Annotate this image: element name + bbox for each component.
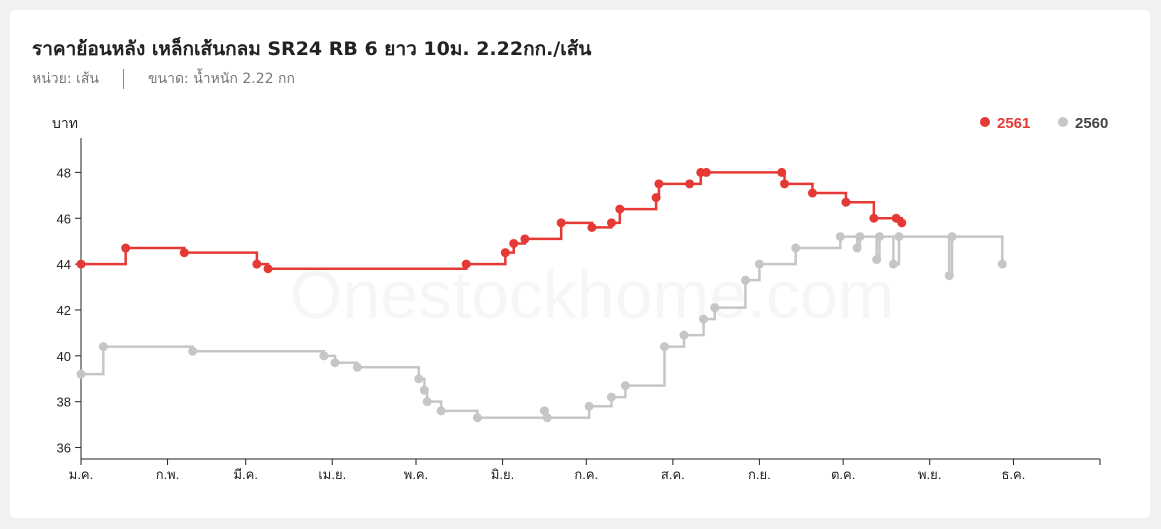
data-point	[556, 218, 566, 228]
y-tick-label: 44	[57, 257, 71, 272]
x-tick-label: ก.พ.	[156, 467, 180, 482]
data-point	[584, 401, 594, 411]
x-tick-label: มี.ค.	[233, 467, 258, 482]
data-point	[263, 264, 273, 274]
data-point	[76, 369, 86, 379]
chart-title: ราคาย้อนหลัง เหล็กเส้นกลม SR24 RB 6 ยาว …	[32, 38, 592, 60]
data-point	[615, 204, 625, 214]
y-tick-label: 42	[57, 303, 71, 318]
data-point	[472, 413, 482, 423]
data-point	[699, 314, 709, 324]
x-tick-label: ก.ค.	[574, 467, 598, 482]
data-point	[740, 275, 750, 285]
data-point	[352, 362, 362, 372]
data-point	[436, 406, 446, 416]
data-point	[419, 385, 429, 395]
data-point	[330, 358, 340, 368]
series-line-2561	[81, 171, 904, 270]
x-tick-label: ม.ค.	[69, 467, 94, 482]
x-tick-label: ธ.ค.	[1002, 467, 1026, 482]
data-point	[659, 342, 669, 352]
data-point	[509, 238, 519, 248]
data-point	[252, 259, 262, 269]
data-point	[76, 259, 86, 269]
x-tick-label: ต.ค.	[831, 467, 855, 482]
data-point	[98, 342, 108, 352]
meta-divider	[122, 69, 124, 89]
data-point	[414, 374, 424, 384]
y-tick-label: 40	[57, 349, 71, 364]
chart-meta: หน่วย: เส้น ขนาด: น้ำหนัก 2.22 กก	[32, 68, 295, 90]
x-tick-label: ส.ค.	[661, 467, 685, 482]
legend-label-2561: 2561	[997, 115, 1030, 132]
size-label: ขนาด: น้ำหนัก 2.22 กก	[147, 71, 295, 87]
data-point	[888, 259, 898, 269]
chart-card: ราคาย้อนหลัง เหล็กเส้นกลม SR24 RB 6 ยาว …	[10, 10, 1150, 518]
data-point	[841, 197, 851, 207]
y-tick-label: 38	[57, 395, 71, 410]
data-point	[188, 346, 198, 356]
data-point	[807, 188, 817, 198]
y-tick-label: 48	[57, 165, 71, 180]
data-point	[780, 179, 790, 189]
data-point	[897, 218, 907, 228]
data-point	[520, 234, 530, 244]
data-point	[179, 248, 189, 258]
data-point	[997, 259, 1007, 269]
data-point	[606, 392, 616, 402]
y-tick-label: 36	[57, 441, 71, 456]
data-point	[654, 179, 664, 189]
data-point	[500, 248, 510, 258]
data-point	[422, 397, 432, 407]
data-point	[754, 259, 764, 269]
data-point	[685, 179, 695, 189]
data-point	[894, 232, 904, 242]
chart-axes: บาท 36 38 40 42 44 46 48 ม.ค. ก.พ. มี.ค. เม.ย. พ.ค. ม…	[52, 115, 1101, 482]
data-point	[791, 243, 801, 253]
data-point	[461, 259, 471, 269]
x-tick-label: ก.ย.	[748, 467, 771, 482]
x-tick-label: พ.ค.	[404, 467, 429, 482]
data-point	[777, 167, 787, 177]
data-point	[319, 351, 329, 361]
series-layer	[76, 167, 1007, 423]
data-point	[651, 193, 661, 203]
chart-legend: 2561 2560	[980, 115, 1108, 132]
data-point	[679, 330, 689, 340]
y-axis-label: บาท	[52, 115, 78, 131]
data-point	[872, 255, 882, 265]
data-point	[944, 271, 954, 281]
data-point	[542, 413, 552, 423]
data-point	[835, 232, 845, 242]
data-point	[947, 232, 957, 242]
data-point	[539, 406, 549, 416]
x-tick-label: พ.ย.	[918, 467, 941, 482]
unit-label: หน่วย: เส้น	[32, 71, 99, 87]
x-tick-label: เม.ย.	[318, 467, 346, 482]
y-tick-label: 46	[57, 211, 71, 226]
data-point	[606, 218, 616, 228]
legend-marker-2561	[980, 117, 990, 127]
legend-marker-2560	[1058, 117, 1068, 127]
data-point	[869, 213, 879, 223]
data-point	[620, 381, 630, 391]
data-point	[121, 243, 131, 253]
data-point	[701, 167, 711, 177]
legend-label-2560: 2560	[1075, 115, 1108, 132]
data-point	[852, 243, 862, 253]
series-2561	[76, 167, 907, 274]
data-point	[855, 232, 865, 242]
data-point	[874, 232, 884, 242]
series-2560	[76, 232, 1007, 423]
data-point	[587, 222, 597, 232]
data-point	[710, 303, 720, 313]
x-tick-label: มิ.ย.	[491, 467, 514, 482]
